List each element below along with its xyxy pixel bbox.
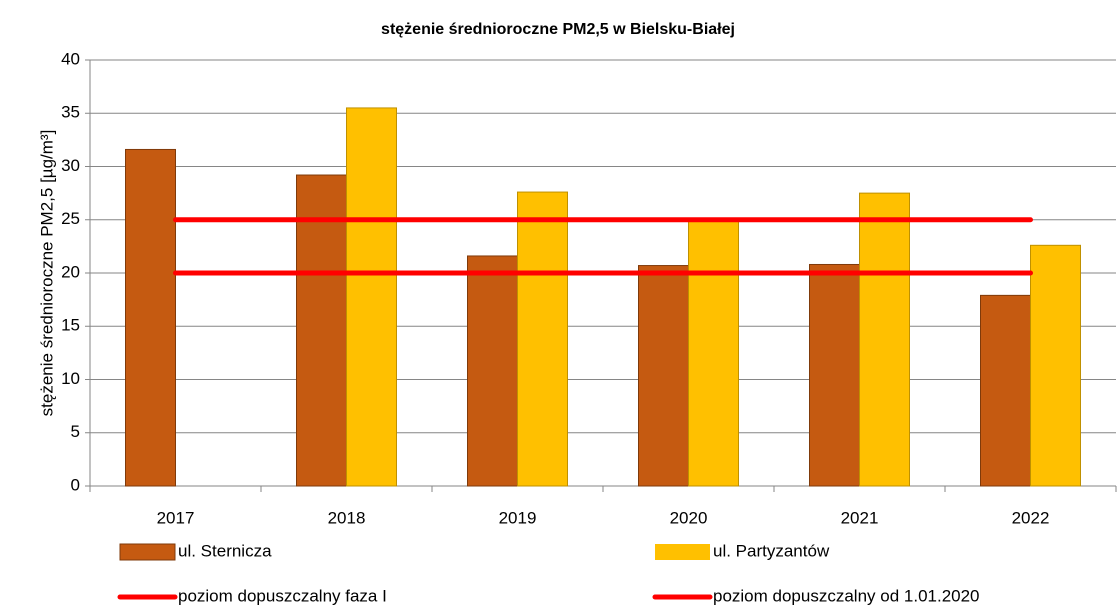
legend-label: poziom dopuszczalny od 1.01.2020	[713, 586, 980, 605]
bar	[638, 265, 689, 487]
legend-label: poziom dopuszczalny faza I	[178, 586, 387, 605]
y-tick-label: 10	[61, 369, 80, 388]
legend-label: ul. Sternicza	[178, 541, 272, 560]
bar	[980, 294, 1031, 487]
x-tick-label: 2018	[328, 508, 366, 527]
y-tick-label: 25	[61, 209, 80, 228]
y-tick-label: 20	[61, 262, 80, 281]
x-tick-label: 2022	[1012, 508, 1050, 527]
y-tick-label: 40	[61, 49, 80, 68]
y-tick-label: 35	[61, 103, 80, 122]
bar	[467, 255, 518, 487]
x-tick-label: 2017	[157, 508, 195, 527]
y-tick-label: 15	[61, 316, 80, 335]
bar	[859, 192, 910, 487]
legend-swatch	[655, 544, 710, 560]
x-tick-label: 2020	[670, 508, 708, 527]
y-tick-label: 30	[61, 156, 80, 175]
y-tick-label: 0	[71, 475, 80, 494]
bar	[688, 219, 739, 487]
legend-swatch	[119, 543, 176, 561]
chart-title: stężenie średnioroczne PM2,5 w Bielsku-B…	[381, 21, 735, 38]
bar	[809, 263, 860, 487]
y-axis-label: stężenie średnioroczne PM2,5 [µg/m³]	[37, 130, 56, 417]
x-tick-label: 2019	[499, 508, 537, 527]
y-tick-label: 5	[71, 422, 80, 441]
bar	[346, 107, 397, 487]
bar	[517, 191, 568, 487]
bar	[125, 148, 176, 487]
bar	[1030, 244, 1081, 487]
legend-label: ul. Partyzantów	[713, 541, 830, 560]
x-tick-label: 2021	[841, 508, 879, 527]
